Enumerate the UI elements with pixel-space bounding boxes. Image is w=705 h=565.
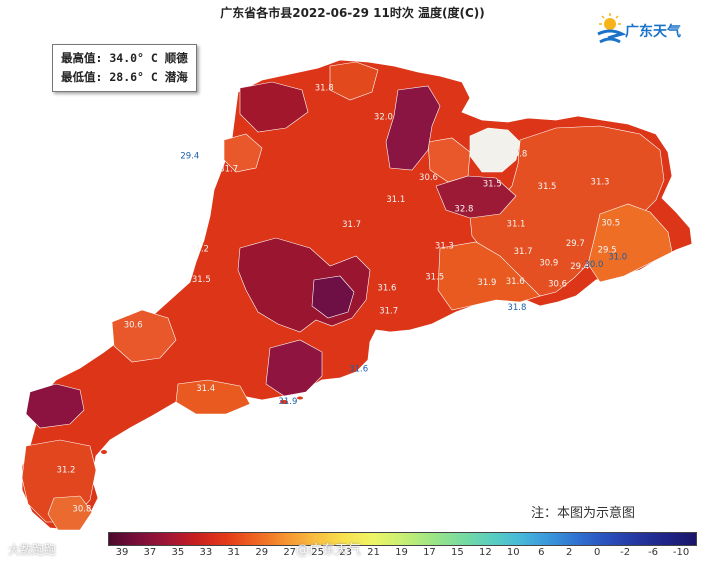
min-value-line: 最低值: 28.6° C 潜海 bbox=[61, 70, 188, 84]
legend-label: 6 bbox=[538, 547, 545, 558]
legend-label: 33 bbox=[199, 547, 213, 558]
station-temp-label: 31.5 bbox=[425, 272, 444, 282]
region-east-mild bbox=[587, 203, 673, 283]
legend-label: -6 bbox=[648, 547, 659, 558]
station-temp-label: 31.8 bbox=[315, 84, 334, 94]
station-temp-label: 31.7 bbox=[219, 164, 238, 174]
station-temp-label: 31.6 bbox=[377, 283, 396, 293]
region-leizhou-south bbox=[47, 495, 93, 531]
station-temp-label: 31.1 bbox=[386, 195, 405, 205]
region-southwest bbox=[175, 379, 251, 415]
island bbox=[297, 396, 303, 400]
station-temp-label: 29.7 bbox=[566, 239, 585, 249]
station-temp-label: 31.5 bbox=[192, 275, 211, 285]
station-temp-label: 31.7 bbox=[342, 220, 361, 230]
legend-color-bar bbox=[108, 532, 697, 546]
station-temp-label: 31.2 bbox=[190, 244, 209, 254]
station-temp-label: 31.9 bbox=[278, 397, 297, 407]
station-temp-label: 30.6 bbox=[548, 280, 567, 290]
region-north bbox=[329, 61, 379, 101]
region-hot-northwest bbox=[239, 81, 309, 133]
station-temp-label: 31.1 bbox=[507, 219, 526, 229]
legend-label: 19 bbox=[395, 547, 408, 558]
legend-label: 23 bbox=[339, 547, 352, 558]
station-temp-label: 30.6 bbox=[124, 321, 143, 331]
logo-text: 广东天气 bbox=[625, 24, 681, 40]
station-temp-label: 31.9 bbox=[477, 278, 496, 288]
station-temp-label: 31.8 bbox=[507, 303, 526, 313]
station-temp-label: 31.5 bbox=[483, 179, 502, 189]
region-no-data bbox=[469, 127, 521, 173]
station-temp-label: 29.5 bbox=[598, 245, 617, 255]
station-temp-label: 31.6 bbox=[349, 364, 368, 374]
station-temp-label: 30.0 bbox=[584, 260, 603, 270]
station-temp-label: 31.5 bbox=[538, 182, 557, 192]
station-temp-label: 30.5 bbox=[601, 218, 620, 228]
legend-labels: 39 37 35 33 31 29 27 25 23 21 19 17 15 12 10 6 2 0 -2 -6 -10 bbox=[108, 547, 695, 561]
legend-label: 29 bbox=[255, 547, 269, 558]
legend-label: 21 bbox=[367, 547, 380, 558]
region-hot-core bbox=[311, 275, 355, 319]
station-temp-label: 31.3 bbox=[435, 242, 454, 252]
legend-label: 15 bbox=[451, 547, 464, 558]
station-temp-label: 29.4 bbox=[180, 151, 199, 161]
region-hot-northeast bbox=[435, 175, 517, 219]
legend-label: 10 bbox=[506, 547, 520, 558]
legend-label: 12 bbox=[478, 547, 492, 558]
station-temp-label: 31.6 bbox=[506, 277, 525, 287]
station-temp-label: 31.3 bbox=[591, 177, 610, 187]
legend-label: 27 bbox=[283, 547, 297, 558]
legend-label: 31 bbox=[227, 547, 241, 558]
station-temp-label: 31.0 bbox=[608, 253, 627, 263]
legend-label: 2 bbox=[566, 547, 573, 558]
island bbox=[101, 450, 107, 454]
legend-label: 35 bbox=[171, 547, 185, 558]
station-temp-label: 32.0 bbox=[374, 112, 393, 122]
legend-label: -2 bbox=[620, 547, 631, 558]
legend-label: 25 bbox=[311, 547, 325, 558]
map-title: 广东省各市县2022-06-29 11时次 温度(度(C)) bbox=[220, 6, 485, 20]
station-temp-label: 32.8 bbox=[454, 204, 473, 214]
legend-label: 37 bbox=[143, 547, 157, 558]
weather-logo-icon bbox=[597, 13, 627, 44]
region-northwest-mild bbox=[223, 133, 263, 173]
station-temp-label: 30.6 bbox=[419, 173, 438, 183]
watermark-center: @广东天气 bbox=[296, 543, 362, 558]
max-value-line: 最高值: 34.0° C 顺德 bbox=[61, 51, 188, 65]
station-temp-label: 30.9 bbox=[539, 258, 558, 268]
region-west-mild bbox=[111, 309, 177, 363]
region-hot-west bbox=[25, 383, 85, 429]
legend-label: 0 bbox=[593, 547, 601, 558]
station-temp-label: 31.4 bbox=[196, 384, 215, 394]
region-hot-south bbox=[265, 339, 323, 397]
stats-box: 最高值: 34.0° C 顺德 最低值: 28.6° C 潜海 bbox=[52, 44, 197, 92]
station-labels: 31.8 32.0 30.8 29.4 31.7 30.6 31.5 31.5 31.3 31.1… bbox=[57, 84, 628, 515]
watermark-left: 大数跑跑 bbox=[8, 543, 57, 557]
map-note: 注：本图为示意图 bbox=[531, 506, 636, 521]
region-hot-north bbox=[385, 85, 441, 171]
legend-label: 39 bbox=[115, 547, 129, 558]
station-temp-label: 31.7 bbox=[379, 307, 398, 317]
station-temp-label: 31.7 bbox=[514, 247, 533, 257]
legend-label: 17 bbox=[423, 547, 436, 558]
station-temp-label: 30.8 bbox=[508, 150, 527, 160]
island bbox=[280, 400, 288, 404]
region-east-coast bbox=[437, 241, 541, 311]
station-temp-label: 30.8 bbox=[72, 505, 91, 515]
station-temp-label: 31.2 bbox=[57, 466, 76, 476]
station-temp-label: 29.4 bbox=[570, 262, 589, 272]
legend-label: -10 bbox=[672, 547, 690, 558]
